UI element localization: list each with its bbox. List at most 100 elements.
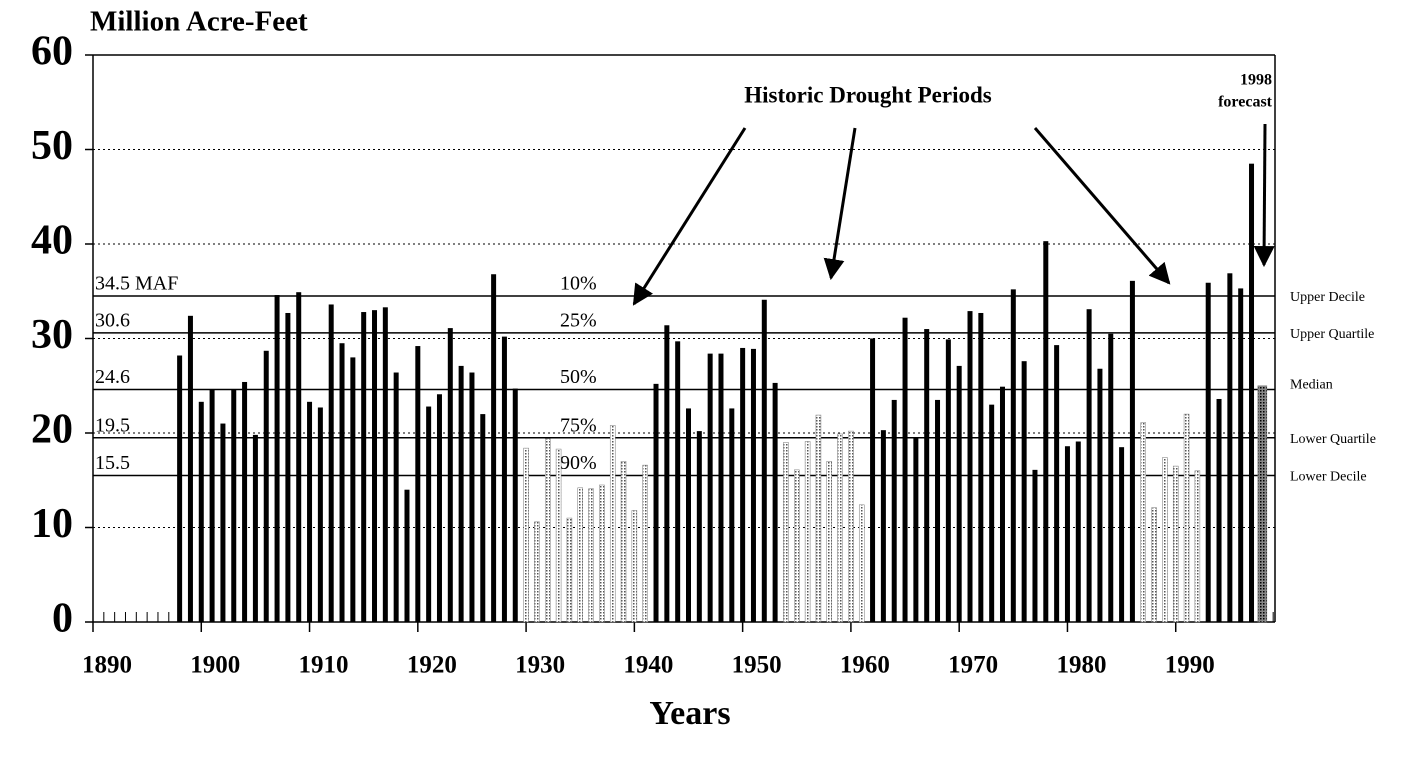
- bar: [1043, 241, 1049, 623]
- bar: [1021, 361, 1027, 622]
- reference-value-label: 24.6: [95, 366, 130, 388]
- bar: [956, 365, 962, 622]
- y-tick-label: 20: [31, 407, 73, 453]
- bar: [512, 388, 518, 622]
- bar: [848, 430, 854, 623]
- bar: [1172, 465, 1179, 623]
- bar: [642, 464, 648, 623]
- reference-percent-label: 25%: [560, 309, 597, 331]
- bar: [653, 383, 659, 622]
- bar: [1010, 289, 1016, 622]
- reference-value-label: 15.5: [95, 452, 130, 474]
- bar: [447, 328, 453, 622]
- bar: [880, 430, 886, 622]
- y-tick-label: 50: [31, 123, 73, 169]
- reference-name-label: Lower Decile: [1290, 470, 1367, 485]
- bar: [902, 317, 908, 622]
- reference-name-label: Lower Quartile: [1290, 432, 1376, 447]
- bar: [870, 338, 876, 622]
- bar: [761, 299, 767, 622]
- bar: [577, 487, 583, 623]
- bar: [1205, 282, 1211, 622]
- bar: [382, 307, 388, 622]
- reference-name-label: Upper Decile: [1290, 290, 1365, 305]
- bar: [1249, 163, 1255, 623]
- x-tick-label: 1940: [623, 652, 673, 679]
- bar: [555, 448, 562, 623]
- bar: [361, 312, 367, 622]
- x-tick-label: 1910: [299, 652, 349, 679]
- bar: [1108, 333, 1114, 622]
- bar: [436, 394, 442, 622]
- arrow: [1033, 127, 1171, 285]
- bar: [967, 311, 973, 622]
- bar: [1086, 309, 1092, 622]
- y-axis-title: Million Acre-Feet: [90, 6, 308, 38]
- bar: [317, 407, 323, 622]
- bar: [1183, 413, 1190, 623]
- bar: [404, 489, 410, 622]
- arrow: [632, 127, 747, 306]
- bar: [837, 433, 843, 623]
- bar: [350, 357, 356, 622]
- reference-value-label: 19.5: [95, 414, 130, 436]
- bar: [339, 343, 345, 622]
- bar: [1140, 422, 1146, 623]
- bar: [1151, 507, 1157, 623]
- bar: [458, 365, 464, 622]
- bar: [1032, 469, 1038, 622]
- bar: [978, 312, 984, 622]
- bar: [891, 399, 897, 622]
- bar: [609, 425, 616, 623]
- x-tick-label: 1900: [190, 652, 240, 679]
- bar: [631, 510, 638, 623]
- x-tick-label: 1950: [732, 652, 782, 679]
- bar: [501, 336, 507, 622]
- y-tick-label: 40: [31, 218, 73, 264]
- reference-percent-label: 75%: [560, 414, 597, 436]
- bar: [740, 347, 746, 622]
- bar: [209, 389, 215, 622]
- bar: [1194, 470, 1201, 623]
- bar: [696, 431, 702, 622]
- bar: [187, 315, 193, 622]
- arrows: [632, 123, 1275, 306]
- bar: [1238, 288, 1244, 622]
- x-tick-label: 1990: [1165, 652, 1215, 679]
- bar: [1075, 441, 1081, 622]
- bar: [924, 329, 930, 622]
- bar: [393, 372, 399, 622]
- bar: [686, 408, 691, 622]
- bar: [523, 447, 529, 623]
- bar: [415, 346, 421, 622]
- bar: [913, 437, 919, 622]
- bar: [1054, 345, 1060, 622]
- y-tick-label: 30: [31, 312, 73, 358]
- bar: [826, 461, 833, 623]
- bar: [285, 312, 291, 622]
- y-tick-label: 10: [31, 501, 73, 547]
- bar: [1129, 280, 1135, 622]
- bar: [729, 408, 735, 622]
- bar: [935, 399, 941, 622]
- bar: [772, 382, 778, 622]
- bar: [566, 517, 573, 623]
- bar: [599, 484, 605, 623]
- bar: [231, 389, 237, 622]
- bar: [328, 304, 334, 622]
- bar: [296, 292, 302, 622]
- reference-value-label: 30.6: [95, 309, 130, 331]
- bar: [1119, 447, 1125, 622]
- x-tick-label: 1960: [840, 652, 890, 679]
- y-tick-label: 60: [31, 29, 73, 75]
- bar: [664, 325, 670, 622]
- bar: [945, 339, 951, 622]
- bar: [307, 401, 313, 622]
- x-tick-label: 1920: [407, 652, 457, 679]
- bar: [491, 274, 497, 622]
- bar: [858, 504, 865, 623]
- bar: [675, 341, 681, 622]
- bar: [804, 441, 811, 623]
